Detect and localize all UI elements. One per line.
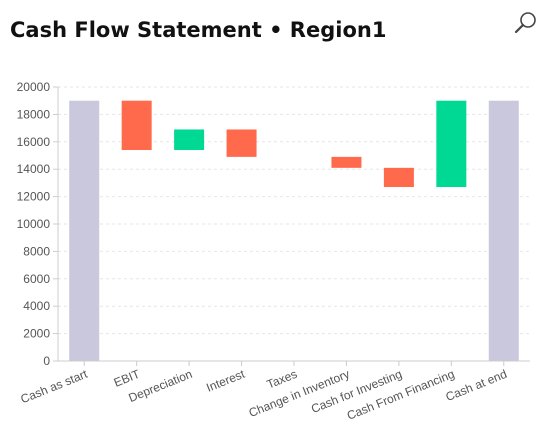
magnifier-icon[interactable] bbox=[513, 10, 539, 36]
y-tick-label: 20000 bbox=[17, 80, 51, 94]
bar-depreciation[interactable] bbox=[174, 129, 205, 151]
x-tick-label: Cash as start bbox=[19, 367, 90, 407]
y-tick-label: 2000 bbox=[23, 327, 50, 341]
y-tick-label: 4000 bbox=[23, 299, 50, 313]
bars bbox=[69, 100, 519, 361]
bar-cash-from-financing[interactable] bbox=[436, 100, 467, 188]
x-tick-label: EBIT bbox=[112, 367, 143, 390]
y-tick-label: 6000 bbox=[23, 272, 50, 286]
bar-cash-at-end[interactable] bbox=[488, 100, 519, 361]
bar-interest[interactable] bbox=[226, 129, 257, 157]
axes bbox=[57, 87, 530, 362]
bar-ebit[interactable] bbox=[121, 100, 152, 151]
bar-change-in-inventory[interactable] bbox=[331, 156, 362, 168]
y-tick-label: 10000 bbox=[17, 217, 51, 231]
y-tick-label: 8000 bbox=[23, 244, 50, 258]
chart-title: Cash Flow Statement • Region1 bbox=[10, 18, 387, 42]
y-tick-label: 0 bbox=[43, 354, 50, 368]
y-tick-label: 16000 bbox=[17, 135, 51, 149]
y-tick-label: 12000 bbox=[17, 190, 51, 204]
x-tick-label: Interest bbox=[204, 367, 247, 395]
y-tick-label: 14000 bbox=[17, 162, 51, 176]
y-axis-ticks: 0 2000 4000 6000 8000 10000 12000 14000 16000 180… bbox=[17, 80, 58, 368]
y-tick-label: 18000 bbox=[17, 107, 51, 121]
bar-cash-as-start[interactable] bbox=[69, 100, 100, 361]
bar-cash-for-investing[interactable] bbox=[383, 167, 414, 188]
